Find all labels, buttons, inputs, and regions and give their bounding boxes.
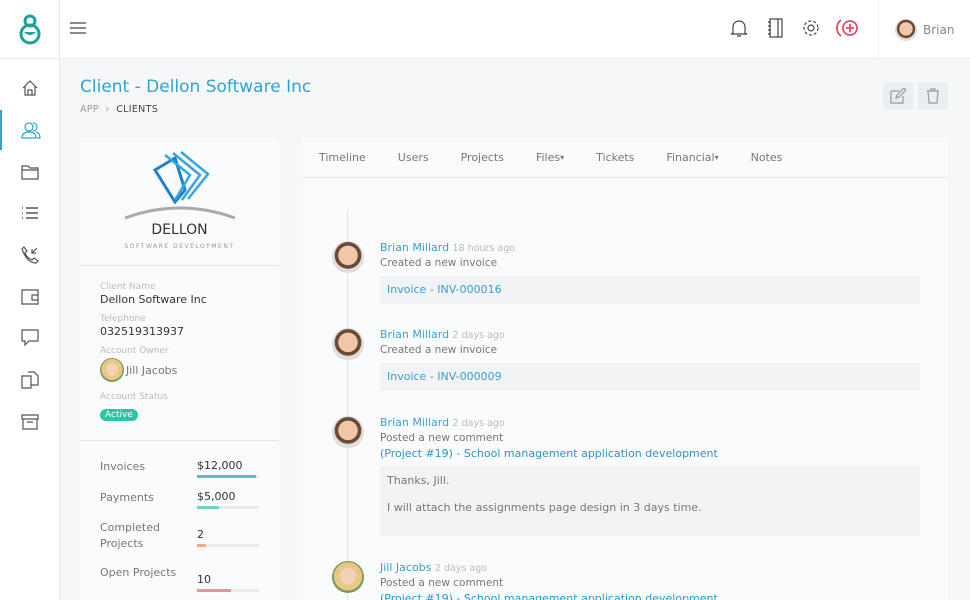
stat-value: 2 xyxy=(197,528,204,541)
timestamp: 18 hours ago xyxy=(452,243,516,254)
stat-label: Open Projects xyxy=(100,566,177,579)
account-owner-label: Account Owner xyxy=(100,346,169,356)
breadcrumb: APP › CLIENTS xyxy=(80,104,159,115)
dellon-logo-graphic xyxy=(125,151,235,220)
user-menu[interactable]: Brian xyxy=(878,0,970,59)
comment-line: I will attach the assignments page desig… xyxy=(387,501,702,514)
avatar xyxy=(332,328,364,360)
project-link[interactable]: (Project #19) - School management applic… xyxy=(380,592,718,600)
breadcrumb-clients: CLIENTS xyxy=(116,104,159,115)
user-name: Brian xyxy=(923,22,955,37)
app-logo[interactable] xyxy=(0,0,59,59)
client-card: DELLON SOFTWARE DEVELOPMENT Client Name … xyxy=(80,138,279,600)
trash-icon xyxy=(927,88,939,104)
page-title: Client - Dellon Software Inc xyxy=(80,77,312,97)
tab-notes[interactable]: Notes xyxy=(750,151,783,164)
stat-progress-bar xyxy=(197,589,259,592)
avatar xyxy=(332,241,364,273)
nav-home-icon[interactable] xyxy=(0,68,59,108)
nav-calls-icon[interactable] xyxy=(0,235,59,275)
tab-users[interactable]: Users xyxy=(397,151,429,164)
tab-tickets[interactable]: Tickets xyxy=(596,151,635,164)
comment-line: Thanks, Jill. xyxy=(387,474,450,487)
nav-clients-icon[interactable] xyxy=(0,110,59,150)
action-text: Created a new invoice xyxy=(380,344,498,356)
logo-text: DELLON xyxy=(151,222,208,238)
client-name-label: Client Name xyxy=(100,282,156,292)
tab-bar: Timeline Users Projects Files ▾ Tickets Finan… xyxy=(303,138,948,178)
sidebar xyxy=(0,0,60,600)
add-circle-icon[interactable] xyxy=(836,18,860,42)
user-avatar xyxy=(895,18,917,41)
bell-icon[interactable] xyxy=(730,18,748,42)
timestamp: 2 days ago xyxy=(452,418,505,429)
status-badge: Active xyxy=(100,409,138,421)
stat-value: $12,000 xyxy=(197,459,243,472)
breadcrumb-app[interactable]: APP xyxy=(80,104,99,115)
edit-icon xyxy=(890,88,906,104)
logo-subtext: SOFTWARE DEVELOPMENT xyxy=(124,243,235,250)
menu-toggle-icon[interactable] xyxy=(70,20,86,39)
stat-progress-bar xyxy=(197,506,259,509)
timestamp: 2 days ago xyxy=(452,330,505,341)
nav-chat-icon[interactable] xyxy=(0,318,59,358)
stat-label: Completed Projects xyxy=(100,521,160,550)
telephone-value: 032519313937 xyxy=(100,325,184,338)
tab-projects[interactable]: Projects xyxy=(460,151,504,164)
avatar xyxy=(332,561,364,593)
notebook-icon[interactable] xyxy=(767,18,783,42)
nav-archive-icon[interactable] xyxy=(0,402,59,442)
stat-progress-bar xyxy=(197,475,259,478)
author-name[interactable]: Brian Millard xyxy=(380,241,450,254)
author-name[interactable]: Jill Jacobs xyxy=(380,561,432,574)
chevron-down-icon: ▾ xyxy=(560,153,565,162)
tab-timeline[interactable]: Timeline xyxy=(319,151,366,164)
owner-avatar xyxy=(100,358,124,382)
timeline-panel: Timeline Users Projects Files ▾ Tickets Finan… xyxy=(303,138,948,600)
action-text: Created a new invoice xyxy=(380,257,498,269)
tab-financial[interactable]: Financial xyxy=(666,151,715,164)
stat-label: Payments xyxy=(100,491,154,504)
edit-button[interactable] xyxy=(883,82,913,110)
client-logo: DELLON SOFTWARE DEVELOPMENT xyxy=(80,138,279,266)
client-name-value: Dellon Software Inc xyxy=(100,293,207,306)
project-link[interactable]: (Project #19) - School management applic… xyxy=(380,447,718,460)
stat-value: $5,000 xyxy=(197,490,236,503)
tab-files[interactable]: Files xyxy=(535,151,561,164)
telephone-label: Telephone xyxy=(100,314,146,324)
stat-label: Invoices xyxy=(100,460,146,473)
owner-name: Jill Jacobs xyxy=(126,363,178,377)
stat-progress-bar xyxy=(197,544,259,547)
invoice-link[interactable]: Invoice - INV-000016 xyxy=(387,283,502,296)
account-status-label: Account Status xyxy=(100,392,168,402)
nav-folder-icon[interactable] xyxy=(0,152,59,192)
chevron-down-icon: ▾ xyxy=(714,153,719,162)
timestamp: 2 days ago xyxy=(434,563,488,574)
author-name[interactable]: Brian Millard xyxy=(380,416,450,429)
nav-list-icon[interactable] xyxy=(0,193,59,233)
action-text: Posted a new comment xyxy=(380,432,504,444)
timeline-line xyxy=(347,210,348,600)
invoice-link[interactable]: Invoice - INV-000009 xyxy=(387,370,502,383)
author-name[interactable]: Brian Millard xyxy=(380,328,450,341)
avatar xyxy=(332,416,364,448)
topbar: Brian xyxy=(60,0,970,59)
delete-button[interactable] xyxy=(918,82,948,110)
nav-documents-icon[interactable] xyxy=(0,360,59,400)
stat-value: 10 xyxy=(197,573,211,586)
settings-gear-icon[interactable] xyxy=(801,18,821,42)
action-text: Posted a new comment xyxy=(380,577,504,589)
nav-wallet-icon[interactable] xyxy=(0,277,59,317)
